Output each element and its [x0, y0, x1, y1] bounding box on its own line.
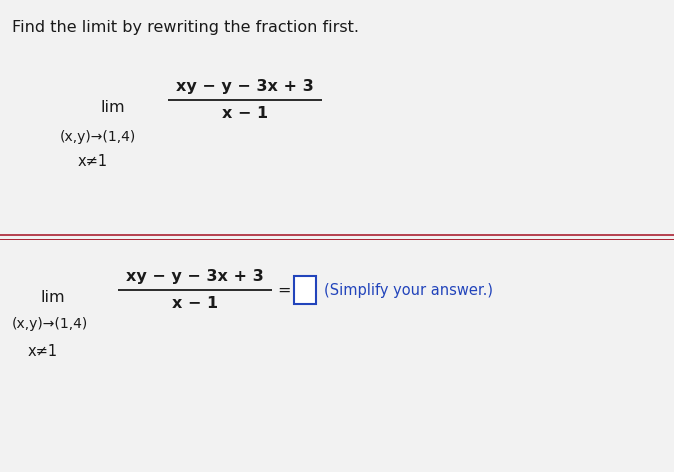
Text: Find the limit by rewriting the fraction first.: Find the limit by rewriting the fraction… [12, 20, 359, 35]
Text: (Simplify your answer.): (Simplify your answer.) [324, 283, 493, 297]
Text: (x,y)→(1,4): (x,y)→(1,4) [12, 317, 88, 331]
FancyBboxPatch shape [294, 276, 316, 304]
Text: =: = [277, 283, 290, 297]
Text: x≠1: x≠1 [78, 154, 108, 169]
Text: x − 1: x − 1 [222, 107, 268, 121]
Text: x − 1: x − 1 [172, 296, 218, 312]
Text: xy − y − 3x + 3: xy − y − 3x + 3 [176, 79, 314, 94]
Text: lim: lim [100, 100, 125, 115]
Text: (x,y)→(1,4): (x,y)→(1,4) [60, 130, 136, 144]
Text: xy − y − 3x + 3: xy − y − 3x + 3 [126, 270, 264, 285]
Text: lim: lim [40, 289, 65, 304]
Text: x≠1: x≠1 [28, 345, 58, 360]
